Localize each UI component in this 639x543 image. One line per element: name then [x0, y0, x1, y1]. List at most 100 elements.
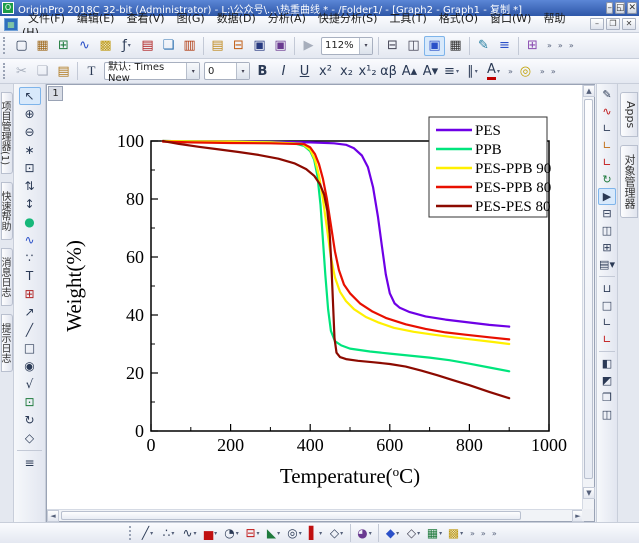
- curve-PES-PES80[interactable]: [161, 139, 511, 400]
- font-style-combo[interactable]: 默认: Times New ▾: [104, 62, 200, 84]
- vertical-scrollbar[interactable]: ▲ ▼: [582, 85, 595, 511]
- mask-range-tool[interactable]: ↕: [19, 195, 41, 213]
- increase-font-button[interactable]: A▴: [399, 61, 420, 81]
- print-preview-button[interactable]: ◫: [403, 36, 424, 56]
- toolbar-overflow-chevron[interactable]: »: [557, 41, 563, 50]
- fit-page-tool[interactable]: ▶: [598, 188, 616, 205]
- new-layout-button[interactable]: ▤: [137, 36, 158, 56]
- minimize-button[interactable]: –: [606, 2, 613, 14]
- new-layer-box-tool[interactable]: □: [598, 297, 616, 314]
- alignment-button[interactable]: ≡ ▾: [441, 61, 462, 81]
- matrix-button[interactable]: ▩ ▾: [445, 525, 466, 542]
- menu-item-0[interactable]: 文件(F): [28, 11, 65, 25]
- horizontal-scroll-thumb[interactable]: [61, 511, 521, 520]
- dropdown-arrow[interactable]: ▾: [417, 529, 421, 537]
- line-tool[interactable]: ╱: [19, 321, 41, 339]
- toolbar-grip[interactable]: [3, 36, 8, 55]
- mask-points-tool[interactable]: ●: [19, 213, 41, 231]
- new-report-button[interactable]: ▥: [179, 36, 200, 56]
- toolbar-overflow-chevron[interactable]: »: [470, 528, 475, 538]
- speed-mode-tool[interactable]: ✎: [598, 86, 616, 103]
- curve-PES-PPB80[interactable]: [161, 140, 511, 341]
- copy-graph-image-button[interactable]: ▣: [424, 35, 445, 56]
- paste-button[interactable]: ▤: [53, 61, 74, 81]
- pointer-tool[interactable]: ↖: [18, 87, 41, 105]
- top-axis-tool[interactable]: ∟: [598, 154, 616, 171]
- scroll-up-arrow[interactable]: ▲: [583, 85, 595, 97]
- open-button[interactable]: ▤: [207, 36, 228, 56]
- column-plot-button[interactable]: ▅ ▾: [200, 525, 221, 542]
- tab-quick-help[interactable]: 快速帮助: [0, 182, 13, 241]
- dropdown-arrow[interactable]: ▾: [439, 529, 443, 537]
- tab-message-log[interactable]: 消息日志: [0, 248, 13, 307]
- menu-item-5[interactable]: 分析(A): [267, 11, 306, 25]
- recalculate-button[interactable]: ▶: [298, 36, 319, 56]
- line-symbol-plot-button[interactable]: ∿ ▾: [179, 525, 200, 542]
- toolbar-overflow-chevron[interactable]: »: [547, 41, 552, 50]
- menu-item-3[interactable]: 图(G): [176, 11, 205, 25]
- screen-reader-tool[interactable]: ∗: [19, 141, 41, 159]
- draw-data-tool[interactable]: ∿: [19, 231, 41, 249]
- 3d-surface-button[interactable]: ◆ ▾: [382, 525, 403, 542]
- menu-item-9[interactable]: 窗口(W): [490, 11, 532, 25]
- mdi-close-button[interactable]: ✕: [622, 18, 636, 30]
- new-graph-button[interactable]: ∿: [74, 36, 95, 56]
- arrange-cascade-tool[interactable]: ❐: [598, 389, 616, 406]
- distribute-button[interactable]: ∥ ▾: [462, 61, 483, 81]
- horizontal-scrollbar[interactable]: ◄ ►: [47, 509, 584, 522]
- new-function-plot-button[interactable]: ƒ ▾: [116, 36, 137, 56]
- superscript-button[interactable]: x²: [315, 61, 336, 81]
- tab-apps[interactable]: Apps: [620, 92, 638, 138]
- new-project-button[interactable]: ▢: [11, 36, 32, 56]
- menu-item-7[interactable]: 工具(T): [389, 11, 427, 25]
- dropdown-arrow[interactable]: ▾: [474, 67, 478, 75]
- line-plot-button[interactable]: ╱ ▾: [137, 525, 158, 542]
- zoom-dropdown-arrow[interactable]: ▾: [359, 37, 372, 54]
- menu-item-6[interactable]: 快捷分析(S): [317, 11, 378, 25]
- tab-object-manager[interactable]: 对象管理器: [620, 145, 638, 219]
- menu-item-2[interactable]: 查看(V): [126, 11, 165, 25]
- digitizer-button[interactable]: ✎: [473, 36, 494, 56]
- decrease-font-button[interactable]: A▾: [420, 61, 441, 81]
- new-layer-frame-tool[interactable]: ⊔: [598, 280, 616, 297]
- new-excel-workbook-button[interactable]: ⊞: [53, 36, 74, 56]
- dropdown-arrow[interactable]: ▾: [193, 529, 197, 537]
- zoom-in-tool[interactable]: ⊕: [19, 105, 41, 123]
- arrange-horizontal-tool[interactable]: ◧: [598, 355, 616, 372]
- video-capture-button[interactable]: ▦: [445, 36, 466, 56]
- scroll-left-arrow[interactable]: ◄: [47, 510, 59, 522]
- menu-item-4[interactable]: 数据(D): [216, 11, 256, 25]
- toolbar-overflow-chevron[interactable]: »: [550, 66, 556, 76]
- curve-PES[interactable]: [161, 139, 511, 328]
- insert-graph-tool[interactable]: ⊡: [19, 393, 41, 411]
- toolbar-overflow-chevron[interactable]: »: [539, 66, 545, 76]
- 3d-pie-button[interactable]: ◕ ▾: [354, 525, 375, 542]
- insert-object-tool[interactable]: ◇: [19, 429, 41, 447]
- box-chart-button[interactable]: ⊟ ▾: [242, 525, 263, 542]
- font-color-button[interactable]: A ▾: [483, 61, 504, 81]
- layer-lines-tool[interactable]: ≡: [19, 454, 41, 472]
- stock-chart-button[interactable]: ▌ ▾: [305, 525, 326, 542]
- project-explorer-toggle-button[interactable]: ⊞: [522, 36, 543, 56]
- dropdown-arrow[interactable]: ▾: [396, 529, 400, 537]
- scatter-plot-button[interactable]: ∴ ▾: [158, 525, 179, 542]
- toolbar-overflow-chevron[interactable]: »: [508, 66, 513, 76]
- arrange-tile-tool[interactable]: ◫: [598, 406, 616, 423]
- toolbar-grip[interactable]: [3, 62, 8, 80]
- close-button[interactable]: ✕: [627, 2, 637, 14]
- tips-button[interactable]: ◎: [515, 61, 536, 81]
- dropdown-arrow[interactable]: ▾: [460, 529, 464, 537]
- dropdown-arrow[interactable]: ▾: [368, 529, 372, 537]
- save-template-button[interactable]: ▣: [270, 36, 291, 56]
- arrow-tool[interactable]: ↗: [19, 303, 41, 321]
- supersubscript-button[interactable]: x¹₂: [357, 61, 378, 81]
- template-library-button[interactable]: ◇ ▾: [326, 525, 347, 542]
- toolbar-grip[interactable]: [129, 526, 134, 540]
- area-chart-button[interactable]: ◣ ▾: [263, 525, 284, 542]
- rectangle-annotation-tool[interactable]: ⊞: [19, 285, 41, 303]
- data-selector-tool[interactable]: ⇅: [19, 177, 41, 195]
- left-axis-tool[interactable]: ∟: [598, 137, 616, 154]
- equation-tool[interactable]: √: [19, 375, 41, 393]
- size-dropdown-arrow[interactable]: ▾: [236, 63, 249, 79]
- arrange-vertical-tool[interactable]: ◩: [598, 372, 616, 389]
